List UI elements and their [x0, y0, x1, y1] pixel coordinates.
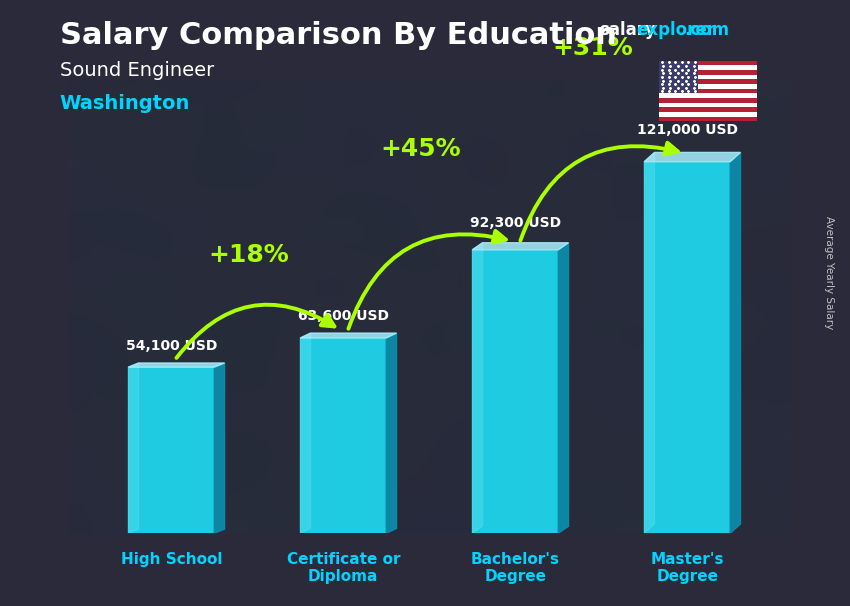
Polygon shape	[644, 152, 654, 533]
Polygon shape	[473, 243, 483, 533]
Bar	[659, 98, 756, 102]
Text: Salary Comparison By Education: Salary Comparison By Education	[60, 21, 616, 50]
Text: Sound Engineer: Sound Engineer	[60, 61, 213, 79]
Bar	[659, 93, 756, 98]
Polygon shape	[644, 152, 740, 162]
Polygon shape	[730, 152, 740, 533]
Text: +45%: +45%	[380, 137, 461, 161]
Bar	[659, 88, 756, 93]
Polygon shape	[128, 363, 224, 367]
Bar	[659, 116, 756, 121]
Polygon shape	[473, 243, 569, 250]
Polygon shape	[386, 333, 397, 533]
Polygon shape	[558, 243, 569, 533]
Text: 92,300 USD: 92,300 USD	[470, 216, 561, 230]
Bar	[659, 70, 756, 75]
Text: 63,600 USD: 63,600 USD	[298, 308, 388, 322]
Text: .com: .com	[684, 21, 729, 39]
Text: Washington: Washington	[60, 94, 190, 113]
Polygon shape	[300, 333, 397, 338]
Text: 54,100 USD: 54,100 USD	[126, 339, 217, 353]
Text: 121,000 USD: 121,000 USD	[637, 122, 738, 136]
Bar	[659, 112, 756, 116]
Polygon shape	[128, 363, 139, 533]
Bar	[659, 84, 756, 88]
Text: salary: salary	[599, 21, 656, 39]
Bar	[659, 79, 756, 84]
Text: +18%: +18%	[208, 244, 289, 267]
Polygon shape	[300, 333, 310, 533]
Text: +31%: +31%	[552, 36, 633, 61]
Bar	[659, 75, 756, 79]
Bar	[659, 65, 756, 70]
Bar	[128, 367, 214, 533]
Bar	[659, 102, 756, 107]
Polygon shape	[214, 363, 224, 533]
Bar	[659, 61, 756, 65]
Bar	[300, 338, 386, 533]
Bar	[644, 162, 730, 533]
Bar	[659, 107, 756, 112]
Text: explorer: explorer	[636, 21, 715, 39]
Bar	[473, 250, 558, 533]
Bar	[659, 61, 698, 93]
Text: Average Yearly Salary: Average Yearly Salary	[824, 216, 834, 329]
